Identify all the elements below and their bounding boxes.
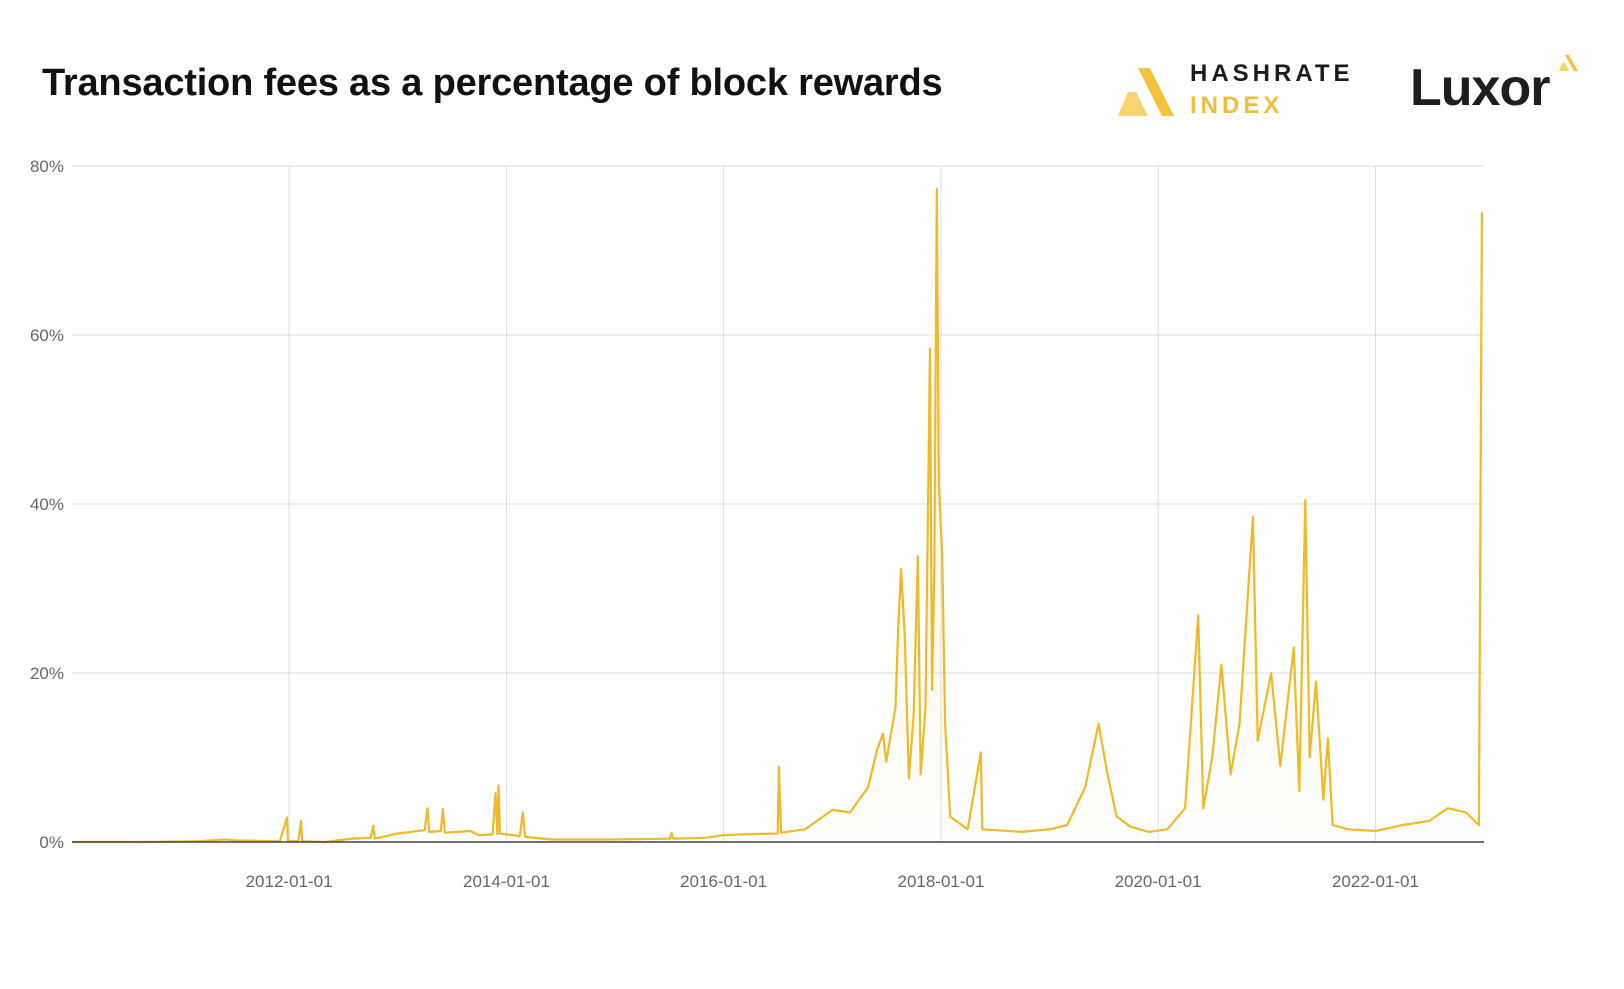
hashrate-index-logo: HASHRATE INDEX <box>1116 58 1366 128</box>
y-tick-label: 80% <box>30 157 64 176</box>
series-line <box>72 187 1483 844</box>
y-tick-label: 20% <box>30 664 64 683</box>
y-tick-label: 60% <box>30 326 64 345</box>
y-tick-label: 40% <box>30 495 64 514</box>
x-tick-label: 2018-01-01 <box>897 872 984 891</box>
hashrate-index-icon <box>1118 68 1174 116</box>
x-tick-label: 2016-01-01 <box>680 872 767 891</box>
luxor-word: Luxor <box>1410 59 1550 117</box>
x-tick-label: 2020-01-01 <box>1115 872 1202 891</box>
x-tick-label: 2014-01-01 <box>463 872 550 891</box>
x-tick-label: 2022-01-01 <box>1332 872 1419 891</box>
y-tick-label: 0% <box>39 833 64 852</box>
x-tick-label: 2012-01-01 <box>246 872 333 891</box>
index-word: INDEX <box>1190 92 1284 119</box>
chart-area: 0% 20% 40% 60% 80% 2012-01-01 2014-01-01 2016-… <box>30 157 1484 891</box>
hashrate-word: HASHRATE <box>1190 60 1354 87</box>
x-axis: 2012-01-01 2014-01-01 2016-01-01 2018-01-01… <box>246 872 1419 891</box>
luxor-logo: Luxor <box>1410 50 1600 120</box>
luxor-icon <box>1559 55 1578 71</box>
chart-title: Transaction fees as a percentage of bloc… <box>42 62 943 104</box>
y-axis: 0% 20% 40% 60% 80% <box>30 157 64 852</box>
series-area <box>72 188 1482 843</box>
